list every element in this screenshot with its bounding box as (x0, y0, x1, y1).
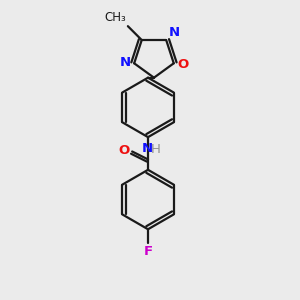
Text: N: N (120, 56, 131, 69)
Text: N: N (169, 26, 180, 39)
Text: O: O (178, 58, 189, 71)
Text: F: F (143, 245, 153, 258)
Text: N: N (142, 142, 153, 155)
Text: H: H (151, 143, 161, 156)
Text: O: O (118, 144, 129, 157)
Text: CH₃: CH₃ (104, 11, 126, 24)
